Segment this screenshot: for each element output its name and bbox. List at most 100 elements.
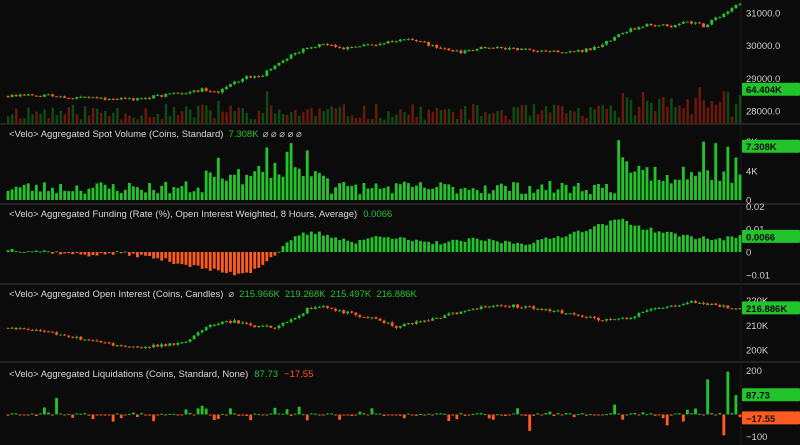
funding-bar [224,252,228,274]
price-volume-bar [27,107,30,124]
spot-volume-bar [386,186,390,200]
liquidation-bar [657,414,661,416]
price-candle [224,86,228,90]
oi-candle [706,303,710,306]
funding-bar [342,238,346,252]
spot-volume-bar [354,184,358,200]
spot-volume-bar [467,189,471,200]
price-candle [140,98,143,100]
liquidation-bar [532,414,536,416]
price-candle [415,40,418,42]
price-volume-bar [188,109,192,124]
price-volume-bar [51,107,54,124]
liquidation-bar [51,414,54,416]
funding-bar [702,236,706,252]
liquidation-bar [71,414,75,418]
funding-bar [103,252,107,255]
price-volume-bar [237,107,240,124]
spot-volume-bar [131,186,135,200]
liquidation-bar [358,411,362,415]
liquidation-bar [354,414,358,416]
price-candle [677,23,681,26]
price-volume-bar [286,114,289,124]
price-candle [406,39,410,41]
funding-bar [293,236,297,252]
oi-candle [410,323,414,325]
spot-volume-bar [447,184,451,200]
oi-candle [516,304,519,308]
spot-volume-bar [103,184,107,200]
spot-volume-bar [269,177,273,200]
price-candle [390,41,394,43]
liquidation-bar [685,409,689,415]
oi-candle [34,329,38,331]
oi-candle [605,318,608,321]
funding-tick-label: −0.01 [746,270,770,281]
funding-bar [645,229,649,252]
oi-candle [301,313,305,316]
oi-candle [592,316,596,318]
oi-candle [334,308,338,311]
oi-candle [63,334,67,336]
funding-bar [192,252,196,266]
price-volume-bar [641,91,645,124]
price-volume-bar [463,106,467,124]
price-candle [148,98,151,100]
liquidation-bar [415,414,418,416]
liquidation-bar [75,413,79,415]
liquidation-bar [269,413,273,415]
oi-candle [690,301,693,303]
liquidation-bar [568,413,572,415]
spot-volume-bar [512,182,515,200]
price-volume-bar [294,109,297,124]
funding-bar [710,240,714,252]
price-candle [10,94,14,97]
spot-volume-bar [95,183,99,200]
spot-volume-bar [257,165,261,200]
funding-bar [123,251,127,253]
price-volume-bar [423,119,426,124]
funding-bar [6,250,10,252]
liquidation-bar [119,414,123,419]
price-candle [504,48,507,50]
oi-candle [220,321,224,324]
price-volume-bar [666,106,669,124]
oi-candle [212,324,216,326]
oi-candle [487,306,491,308]
funding-bar [499,243,503,252]
funding-bar [229,252,232,272]
price-candle [305,47,309,49]
price-candle [208,90,212,92]
open-interest-tick-label: 210K [746,321,769,332]
liquidations-short-tag: −17.55 [742,411,800,425]
liquidation-bar [512,413,515,415]
spot-volume-bar [261,171,265,200]
spot-volume-bar [455,193,459,200]
funding-bar [136,252,139,258]
funding-bar [467,238,471,252]
price-volume-bar [128,115,131,124]
spot-volume-bar [127,182,131,200]
funding-bar [148,252,151,257]
spot-volume-bar [649,180,653,200]
oi-candle [160,344,164,347]
price-candle [435,44,439,48]
liquidation-bar [597,414,600,416]
spot-volume-bar [702,141,706,200]
price-candle [572,51,576,53]
liquidations-tick-label: 200 [746,366,762,377]
price-candle [512,47,515,49]
price-volume-bar [621,92,625,124]
funding-bar [649,227,653,252]
price-volume-bar [334,108,338,124]
price-candle [362,44,366,47]
price-candle [87,96,91,98]
price-candle [42,94,46,97]
price-volume-bar [573,111,576,124]
price-volume-bar [318,108,321,124]
price-volume-bar [176,114,180,124]
price-volume-bar [100,112,103,124]
price-volume-bar [609,105,612,124]
funding-bar [216,252,220,271]
